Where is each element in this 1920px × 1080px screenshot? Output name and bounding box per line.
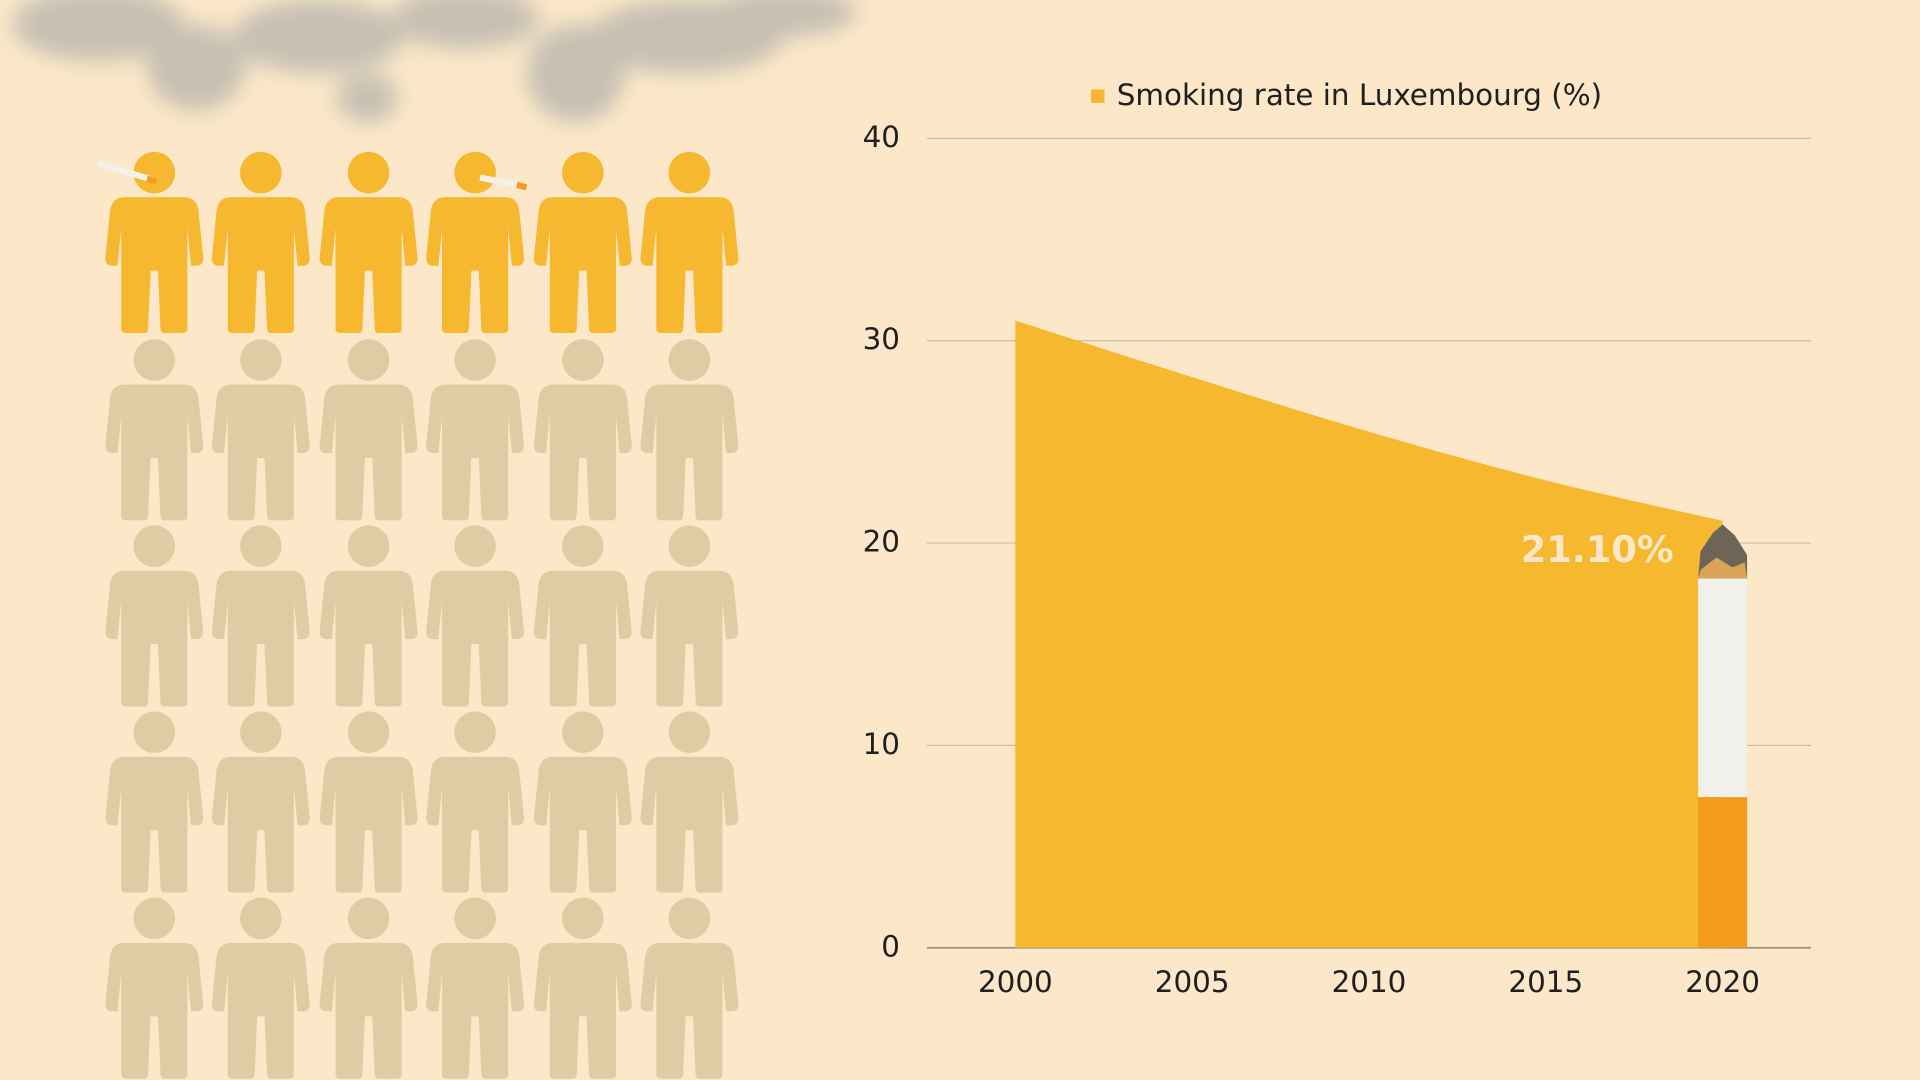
y-tick-label: 0	[881, 929, 900, 963]
cigarette-ember	[1698, 557, 1748, 579]
person-icon	[640, 339, 739, 521]
area	[1015, 320, 1723, 948]
person-icon	[426, 339, 525, 521]
person-icon	[426, 897, 525, 1079]
person-icon	[533, 525, 632, 707]
person-icon	[105, 525, 204, 707]
person-icon	[319, 897, 418, 1079]
person-icon	[211, 897, 310, 1079]
person-icon	[105, 339, 204, 521]
person-icon	[319, 339, 418, 521]
y-tick-label: 10	[863, 727, 900, 761]
person-icon	[640, 151, 739, 334]
person-icon	[640, 711, 739, 893]
person-icon	[533, 711, 632, 893]
person-icon	[105, 897, 204, 1079]
x-tick-label: 2020	[1685, 965, 1760, 999]
y-tick-label: 20	[863, 525, 900, 559]
y-tick-label: 40	[863, 120, 900, 154]
legend-swatch	[1091, 89, 1105, 103]
x-tick-label: 2010	[1332, 965, 1407, 999]
person-icon	[319, 525, 418, 707]
person-icon	[640, 897, 739, 1079]
data-label: 21.10%	[1521, 528, 1674, 571]
person-icon	[319, 151, 418, 334]
person-icon	[426, 151, 525, 334]
smoke-cloud	[12, 0, 858, 123]
person-icon	[211, 711, 310, 893]
cigarette-filter	[515, 181, 528, 191]
person-icon	[533, 151, 632, 334]
cigarette-filter	[1698, 797, 1748, 948]
person-icon	[426, 711, 525, 893]
person-icon	[211, 339, 310, 521]
y-tick-label: 30	[863, 322, 900, 356]
cigarette-illustration	[1698, 524, 1748, 948]
person-icon	[640, 525, 739, 707]
legend-label: Smoking rate in Luxembourg (%)	[1117, 78, 1602, 112]
cigarette-icon	[97, 159, 158, 185]
person-icon	[319, 711, 418, 893]
x-tick-label: 2005	[1155, 965, 1230, 999]
person-icon	[105, 711, 204, 893]
person-icon	[533, 897, 632, 1079]
person-icon	[426, 525, 525, 707]
plot: 0 10 20 30 40 2000 2005 2010 2015 2020 21.10% Smoki…	[863, 78, 1812, 999]
pictogram	[97, 151, 739, 1079]
x-tick-label: 2000	[978, 965, 1053, 999]
person-icon	[533, 339, 632, 521]
cigarette-filter	[146, 175, 158, 185]
person-icon	[211, 525, 310, 707]
x-tick-label: 2015	[1508, 965, 1583, 999]
cigarette-paper	[1698, 575, 1748, 798]
person-icon	[211, 151, 310, 334]
